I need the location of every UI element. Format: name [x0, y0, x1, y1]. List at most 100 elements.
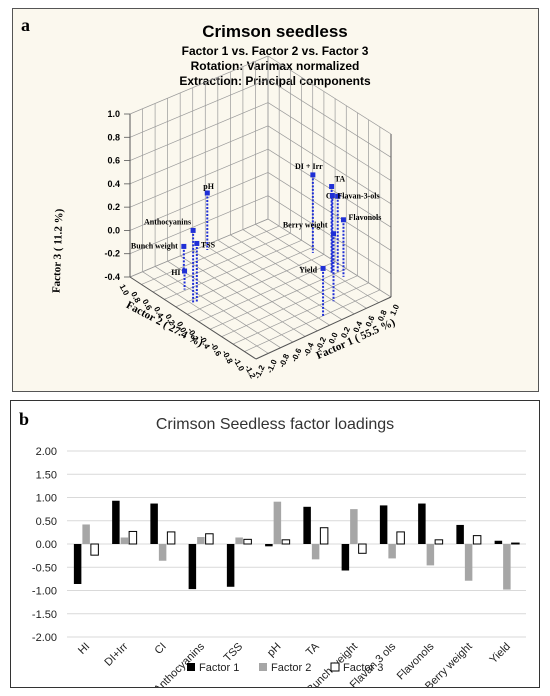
scatter-point: Berry weight [283, 221, 337, 302]
point-label: HI [171, 268, 180, 277]
y-tick-label: -2.00 [32, 632, 57, 644]
f1-tick-label: 0.0 [327, 331, 340, 345]
bar-factor-2 [311, 544, 320, 560]
bar-factor-1 [418, 503, 426, 544]
f1-tick-label: 1.0 [388, 303, 401, 317]
point-label: Flavonols [348, 213, 381, 222]
z-tick-label: 0.2 [107, 202, 120, 212]
y-tick-label: 1.50 [36, 469, 57, 481]
bar-factor-1 [112, 500, 120, 544]
f2-tick-label: -1.0 [232, 356, 247, 373]
panel-b-bar-chart: b Crimson Seedless factor loadings 2.00 1… [19, 409, 526, 687]
point-label: Yield [299, 265, 317, 274]
bar-factor-2 [158, 544, 167, 561]
bar-factor-2 [120, 537, 129, 544]
legend-swatch [330, 662, 340, 672]
bar-factor-3 [128, 530, 138, 545]
point-label: Berry weight [283, 221, 328, 230]
point-marker [310, 172, 316, 178]
scatter-point: pH [203, 182, 215, 251]
panel-a: a Crimson seedless Factor 1 vs. Factor 2… [12, 8, 539, 392]
y-tick-label: -1.00 [32, 586, 57, 598]
bar-factor-1 [303, 506, 311, 544]
legend-swatch [259, 663, 267, 671]
bar-factor-3 [90, 543, 99, 556]
bar-factor-3 [281, 539, 291, 545]
point-marker [329, 184, 335, 190]
point-marker [204, 190, 210, 196]
point-label: pH [203, 182, 214, 191]
bar-factor-2 [464, 544, 473, 581]
y-tick-label: -0.50 [32, 562, 57, 574]
bar-factor-3 [319, 527, 329, 545]
bar-factor-2 [197, 537, 205, 544]
f1-tick-label: 0.6 [364, 314, 377, 328]
bar-factor-1 [188, 544, 197, 590]
point-marker [320, 265, 326, 271]
z-tick-label: 0.4 [107, 179, 120, 189]
bar-factor-2 [426, 544, 435, 566]
bar-factor-1 [379, 505, 388, 544]
factor3-axis-label: Factor 3 ( 11.2 %) [51, 208, 66, 293]
bar-factor-2 [235, 537, 243, 544]
bar-factor-2 [273, 501, 282, 544]
f2-tick-label: -0.6 [209, 341, 224, 358]
point-marker [329, 192, 335, 198]
z-tick-label: 0.8 [107, 132, 120, 142]
z-tick-label: -0.4 [104, 272, 120, 282]
bar-factor-3 [243, 538, 252, 545]
scatter-point: TA [329, 175, 345, 274]
bar-factor-1 [456, 524, 464, 544]
category-label: HI [76, 641, 92, 657]
point-label: DI + Irr [295, 162, 323, 171]
point-marker [190, 227, 196, 233]
legend-label: Factor 1 [199, 662, 239, 674]
bar-factor-1 [73, 544, 82, 584]
category-label: CI [152, 641, 168, 657]
bar-factor-3 [511, 542, 520, 545]
z-tick-label: -0.2 [104, 249, 120, 259]
bar-factor-3 [358, 543, 367, 554]
panel-a-letter: a [21, 15, 30, 35]
y-tick-label: -1.50 [32, 609, 57, 621]
category-label: pH [265, 641, 283, 659]
scatter-point: TSS [194, 240, 216, 302]
legend-label: Factor 2 [271, 662, 311, 674]
panel-b: b Crimson Seedless factor loadings 2.00 1… [10, 400, 540, 688]
scatter-point: HI [171, 268, 188, 290]
y-tick-label: 0.50 [36, 516, 57, 528]
z-tick-label: 0.0 [107, 225, 120, 235]
scatter-point: Bunch weight [131, 241, 187, 270]
point-marker [331, 231, 337, 237]
bar-factor-2 [350, 509, 358, 544]
f1-tick-label: 0.4 [352, 319, 365, 333]
scatter-point: Flavonols [340, 213, 381, 277]
f1-tick-label: 0.8 [376, 308, 389, 322]
bar-chart-legend: Factor 1 Factor 2 Factor 3 [187, 662, 383, 674]
panel-b-letter: b [19, 409, 29, 429]
bar-factor-1 [150, 503, 158, 544]
3d-box-grid [129, 55, 392, 360]
scatter-point: Flavan-3-ols [329, 191, 380, 273]
z-tick-label: 1.0 [107, 109, 120, 119]
bar-chart-grid: 2.00 1.50 1.00 0.50 0.00 -0.50 -1.00 -1.50 -2.00 [32, 446, 526, 644]
point-label: Flavan-3-ols [337, 191, 379, 200]
bar-factor-3 [205, 533, 214, 545]
panel-a-subtitle-2: Rotation: Varimax normalized [191, 59, 360, 73]
bar-factor-2 [388, 544, 396, 559]
legend-swatch [187, 663, 195, 671]
bar-factor-1 [341, 544, 350, 571]
bar-factor-2 [82, 524, 90, 544]
z-tick-label: 0.6 [107, 156, 120, 166]
point-marker [182, 268, 188, 274]
f2-tick-label: -0.8 [220, 349, 235, 366]
legend-label: Factor 3 [343, 662, 383, 674]
factor2-axis-label: Factor 2 ( 27.4 %) [124, 299, 205, 350]
bar-factor-3 [396, 531, 405, 545]
bar-chart-title: Crimson Seedless factor loadings [156, 416, 394, 433]
category-label: Yield [487, 641, 513, 667]
point-label: TSS [201, 240, 216, 249]
f2-tick-label: 1.0 [118, 283, 131, 298]
bar-chart-bars [73, 500, 520, 590]
